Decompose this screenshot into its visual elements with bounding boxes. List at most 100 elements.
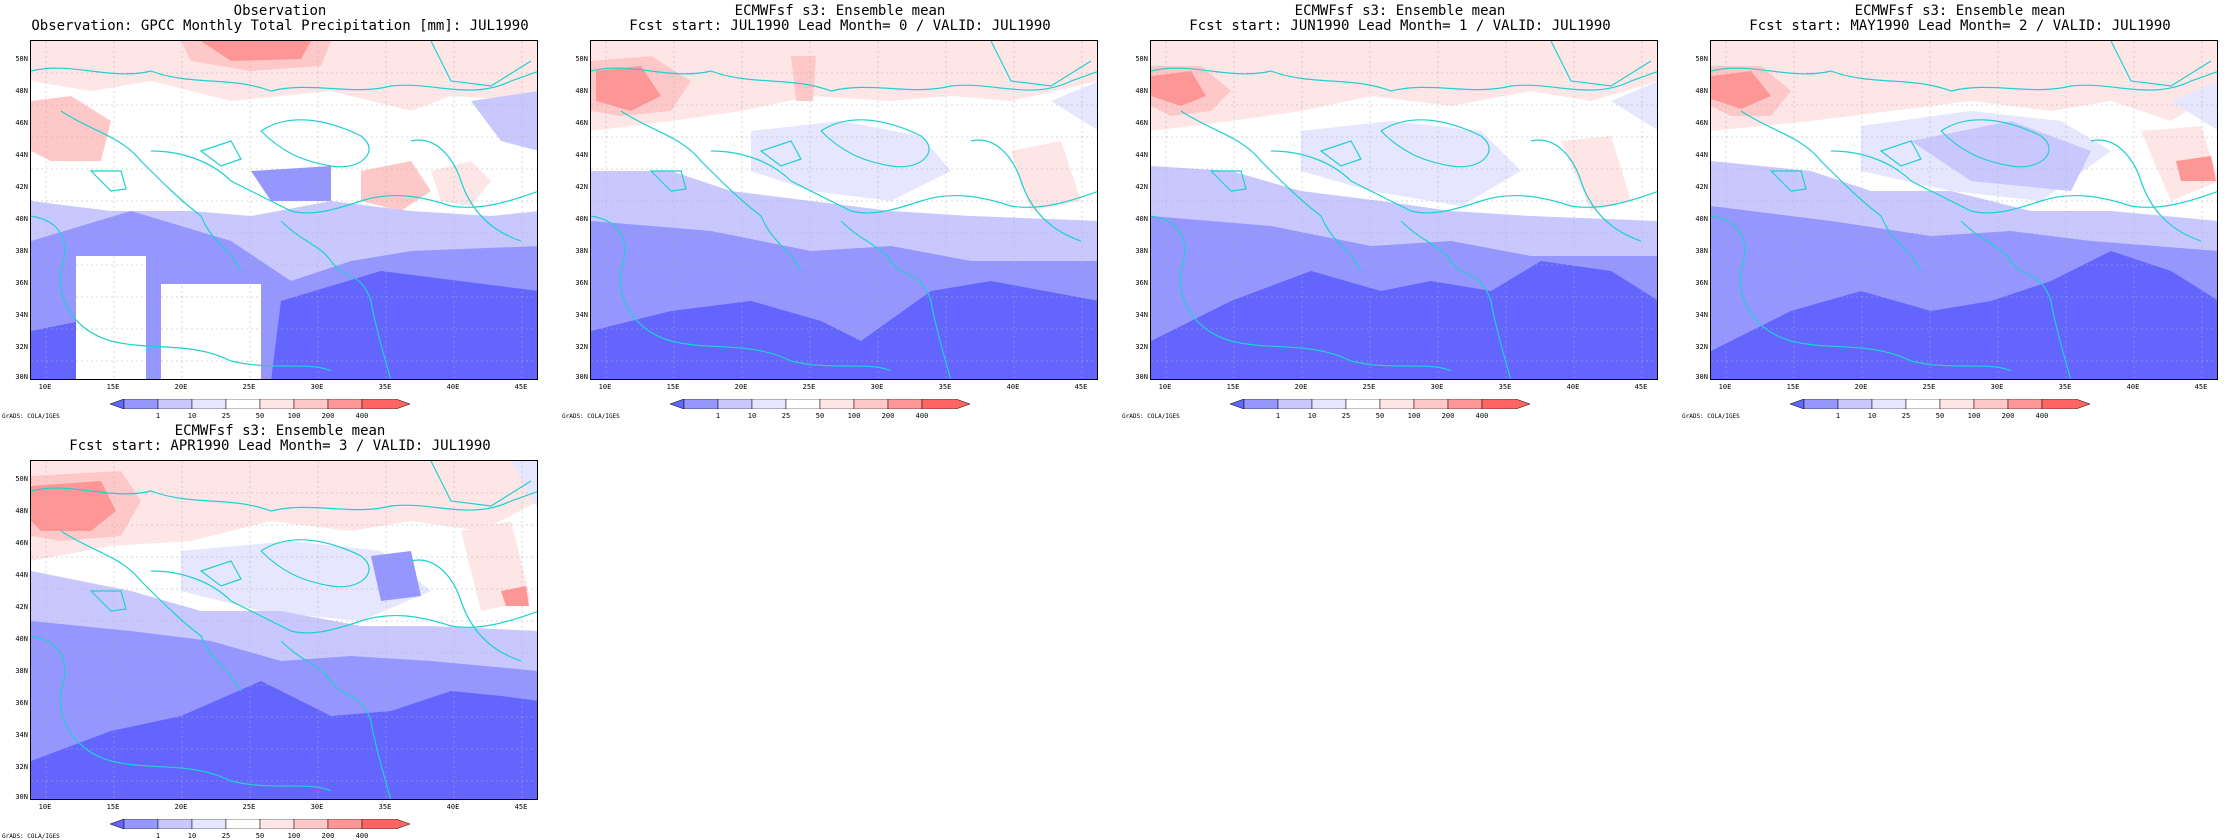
precip-map bbox=[30, 460, 538, 800]
lon-label: 40E bbox=[1566, 383, 1580, 391]
lon-label: 40E bbox=[446, 383, 460, 391]
colorbar-label: 400 bbox=[355, 412, 369, 420]
lon-label: 40E bbox=[2126, 383, 2140, 391]
lat-label: 36N bbox=[15, 279, 28, 287]
lat-label: 48N bbox=[15, 507, 28, 515]
colorbar-label: 25 bbox=[1341, 412, 1351, 420]
panel-subtitle: Fcst start: APR1990 Lead Month= 3 / VALI… bbox=[69, 438, 491, 454]
colorbar-label: 400 bbox=[355, 832, 369, 840]
lat-label: 32N bbox=[15, 763, 28, 771]
lat-label: 38N bbox=[15, 247, 28, 255]
lon-label: 35E bbox=[2058, 383, 2072, 391]
lat-label: 30N bbox=[575, 373, 588, 381]
colorbar-label: 50 bbox=[1935, 412, 1945, 420]
lon-label: 35E bbox=[378, 383, 392, 391]
colorbar-label: 50 bbox=[815, 412, 825, 420]
lat-label: 48N bbox=[575, 87, 588, 95]
lat-label: 32N bbox=[1135, 343, 1148, 351]
panel-forecast-lead2: ECMWFsf s3: Ensemble mean Fcst start: MA… bbox=[1680, 0, 2240, 420]
lon-label: 20E bbox=[1294, 383, 1308, 391]
lon-label: 15E bbox=[1786, 383, 1800, 391]
lat-label: 34N bbox=[575, 311, 588, 319]
lat-label: 38N bbox=[1695, 247, 1708, 255]
colorbar bbox=[1790, 399, 2090, 409]
lat-label: 42N bbox=[1695, 183, 1708, 191]
lat-label: 38N bbox=[575, 247, 588, 255]
lon-label: 20E bbox=[1854, 383, 1868, 391]
lat-label: 44N bbox=[1695, 151, 1708, 159]
credit-label: GrADS: COLA/IGES bbox=[1122, 413, 1180, 420]
colorbar-label: 25 bbox=[221, 832, 231, 840]
lon-label: 35E bbox=[1498, 383, 1512, 391]
lon-label: 10E bbox=[1158, 383, 1172, 391]
lat-label: 42N bbox=[15, 183, 28, 191]
lat-label: 44N bbox=[15, 151, 28, 159]
precip-map bbox=[590, 40, 1098, 380]
colorbar bbox=[110, 819, 410, 829]
lon-label: 40E bbox=[446, 803, 460, 811]
colorbar-label: 10 bbox=[187, 412, 197, 420]
lat-label: 40N bbox=[575, 215, 588, 223]
lat-label: 34N bbox=[15, 731, 28, 739]
lon-label: 15E bbox=[106, 803, 120, 811]
lat-label: 50N bbox=[1135, 55, 1148, 63]
panel-observation: Observation Observation: GPCC Monthly To… bbox=[0, 0, 560, 420]
lat-label: 46N bbox=[1135, 119, 1148, 127]
panel-subtitle: Fcst start: JUL1990 Lead Month= 0 / VALI… bbox=[629, 18, 1051, 34]
lat-label: 42N bbox=[575, 183, 588, 191]
lon-label: 45E bbox=[514, 383, 528, 391]
colorbar-label: 200 bbox=[321, 412, 335, 420]
lon-label: 45E bbox=[1634, 383, 1648, 391]
lon-label: 25E bbox=[242, 383, 256, 391]
lon-label: 30E bbox=[1430, 383, 1444, 391]
lat-label: 36N bbox=[15, 699, 28, 707]
lon-label: 20E bbox=[734, 383, 748, 391]
lon-label: 15E bbox=[1226, 383, 1240, 391]
lon-label: 15E bbox=[666, 383, 680, 391]
lat-label: 40N bbox=[15, 635, 28, 643]
lat-label: 32N bbox=[1695, 343, 1708, 351]
lat-label: 50N bbox=[15, 55, 28, 63]
lat-label: 40N bbox=[1695, 215, 1708, 223]
colorbar-label: 100 bbox=[1967, 412, 1981, 420]
colorbar-label: 400 bbox=[2035, 412, 2049, 420]
lon-label: 10E bbox=[1718, 383, 1732, 391]
credit-label: GrADS: COLA/IGES bbox=[2, 833, 60, 840]
credit-label: GrADS: COLA/IGES bbox=[562, 413, 620, 420]
colorbar-label: 100 bbox=[1407, 412, 1421, 420]
colorbar-label: 1 bbox=[155, 412, 161, 420]
lon-label: 30E bbox=[310, 803, 324, 811]
panel-subtitle: Fcst start: JUN1990 Lead Month= 1 / VALI… bbox=[1189, 18, 1611, 34]
colorbar-label: 400 bbox=[915, 412, 929, 420]
lat-label: 34N bbox=[1695, 311, 1708, 319]
lat-label: 30N bbox=[1695, 373, 1708, 381]
lat-label: 48N bbox=[1695, 87, 1708, 95]
precip-map bbox=[1150, 40, 1658, 380]
colorbar-label: 25 bbox=[1901, 412, 1911, 420]
lat-label: 44N bbox=[575, 151, 588, 159]
colorbar-label: 10 bbox=[1867, 412, 1877, 420]
precip-field bbox=[31, 41, 537, 379]
lon-label: 45E bbox=[514, 803, 528, 811]
colorbar-label: 1 bbox=[1275, 412, 1281, 420]
lat-label: 46N bbox=[1695, 119, 1708, 127]
panel-title: ECMWFsf s3: Ensemble mean bbox=[1854, 3, 2066, 19]
colorbar-label: 200 bbox=[881, 412, 895, 420]
lat-label: 32N bbox=[15, 343, 28, 351]
lat-label: 50N bbox=[1695, 55, 1708, 63]
lon-label: 15E bbox=[106, 383, 120, 391]
lat-label: 34N bbox=[15, 311, 28, 319]
panel-title: Observation bbox=[233, 3, 327, 19]
panel-forecast-lead1: ECMWFsf s3: Ensemble mean Fcst start: JU… bbox=[1120, 0, 1680, 420]
lat-label: 34N bbox=[1135, 311, 1148, 319]
colorbar-label: 1 bbox=[715, 412, 721, 420]
lat-label: 42N bbox=[1135, 183, 1148, 191]
lat-label: 46N bbox=[15, 119, 28, 127]
lon-label: 10E bbox=[38, 383, 52, 391]
panel-forecast-lead3: ECMWFsf s3: Ensemble mean Fcst start: AP… bbox=[0, 420, 560, 840]
colorbar bbox=[670, 399, 970, 409]
colorbar-label: 100 bbox=[287, 412, 301, 420]
lon-label: 25E bbox=[802, 383, 816, 391]
precip-field bbox=[31, 461, 537, 799]
colorbar-label: 100 bbox=[847, 412, 861, 420]
